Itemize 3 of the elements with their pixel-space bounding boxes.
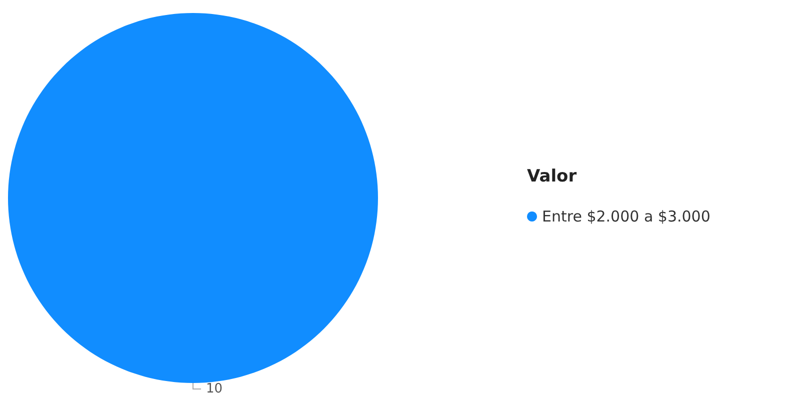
data-label: 10 <box>206 382 223 396</box>
legend-title: Valor <box>527 166 578 186</box>
legend-label: Entre $2.000 a $3.000 <box>542 208 710 226</box>
